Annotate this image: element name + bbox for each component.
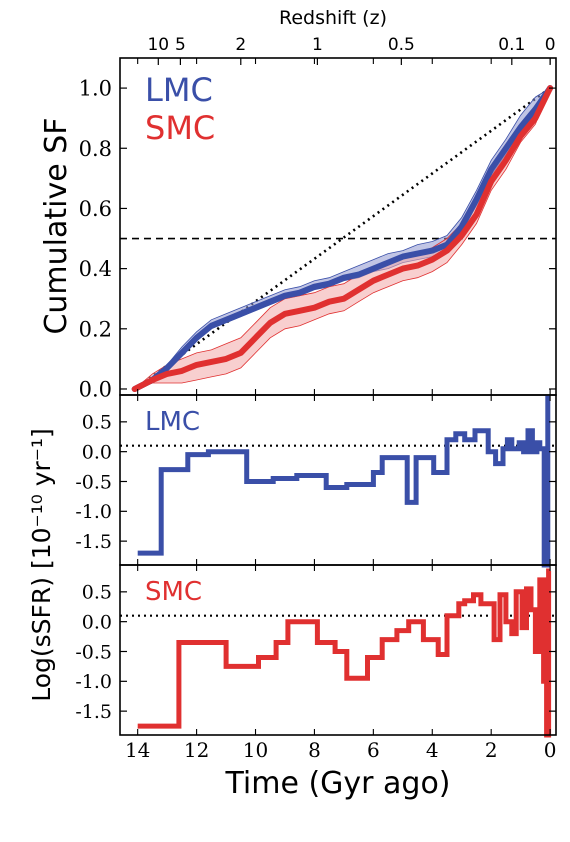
redshift-tick-label: 10 — [147, 35, 169, 55]
redshift-tick-label: 0 — [545, 35, 556, 55]
redshift-tick-label: 0.1 — [498, 35, 525, 55]
ytick-label: -1.0 — [75, 501, 112, 523]
redshift-axis-label: Redshift (z) — [279, 7, 387, 29]
ytick-label: 0.5 — [82, 582, 112, 604]
ytick-label: -1.5 — [75, 531, 112, 553]
ssfr-shared-ylabel: Log(sSFR) [10⁻¹⁰ yr⁻¹] — [27, 428, 56, 702]
cumulative-sf-yticks: 0.0 0.2 0.4 0.6 0.8 1.0 — [79, 77, 556, 402]
xtick-label: 6 — [367, 738, 380, 762]
redshift-tick-label: 0.5 — [388, 35, 415, 55]
time-xticks: 14 12 10 8 6 4 2 0 — [125, 58, 557, 762]
lmc-ssfr-lines — [137, 395, 551, 568]
xtick-label: 10 — [243, 738, 268, 762]
ytick-label: -1.5 — [75, 701, 112, 723]
ytick-label: 0.5 — [82, 412, 112, 434]
smc-ssfr-lines — [137, 568, 552, 738]
ytick-label: -0.5 — [75, 641, 112, 663]
xtick-label: 2 — [485, 738, 498, 762]
cumulative-sf-ylabel: Cumulative SF — [39, 117, 74, 334]
ytick-label: 1.0 — [79, 77, 112, 101]
lmc-ssfr-yticks: 0.5 0.0 -0.5 -1.0 -1.5 — [75, 412, 556, 553]
legend-smc: SMC — [145, 109, 215, 147]
ytick-label: 0.0 — [82, 612, 112, 634]
ytick-label: 0.0 — [79, 378, 112, 402]
redshift-ticks: 10 5 2 1 0.5 0.1 0 — [147, 35, 556, 65]
cumulative-sf-lines — [131, 85, 554, 392]
xtick-label: 12 — [184, 738, 209, 762]
constant-sf-dotted-line — [133, 87, 551, 391]
lmc-ssfr-label: LMC — [145, 407, 200, 437]
time-xlabel: Time (Gyr ago) — [224, 766, 450, 801]
cumulative-sf-reference-lines — [120, 87, 556, 391]
smc-ssfr-label: SMC — [145, 577, 202, 607]
ytick-label: 0.2 — [79, 317, 112, 341]
smc-ssfr-step-line — [137, 568, 552, 738]
smc-ssfr-yticks: 0.5 0.0 -0.5 -1.0 -1.5 — [75, 582, 556, 723]
xtick-label: 14 — [125, 738, 150, 762]
xtick-label: 8 — [308, 738, 321, 762]
ytick-label: 0.6 — [79, 197, 112, 221]
ytick-label: 0.4 — [79, 257, 112, 281]
legend-lmc: LMC — [145, 71, 213, 109]
xtick-label: 0 — [544, 738, 557, 762]
lmc-ssfr-step-line — [137, 395, 551, 568]
smc-ssfr-panel: 0.5 0.0 -0.5 -1.0 -1.5 14 12 10 8 6 4 2 0 SMC — [75, 58, 557, 762]
ytick-label: 0.8 — [79, 137, 112, 161]
lmc-cumulative-line — [131, 85, 554, 392]
cumulative-sf-panel: 0.0 0.2 0.4 0.6 0.8 1.0 LMC SMC Cumulative SF — [39, 57, 557, 402]
redshift-tick-label: 5 — [175, 35, 186, 55]
smc-cumulative-line — [131, 85, 554, 392]
ytick-label: 0.0 — [82, 442, 112, 464]
smc-ssfr-frame — [119, 564, 557, 736]
ytick-label: -1.0 — [75, 671, 112, 693]
ytick-label: -0.5 — [75, 471, 112, 493]
redshift-tick-label: 2 — [235, 35, 246, 55]
xtick-label: 4 — [426, 738, 439, 762]
redshift-tick-label: 1 — [312, 35, 323, 55]
